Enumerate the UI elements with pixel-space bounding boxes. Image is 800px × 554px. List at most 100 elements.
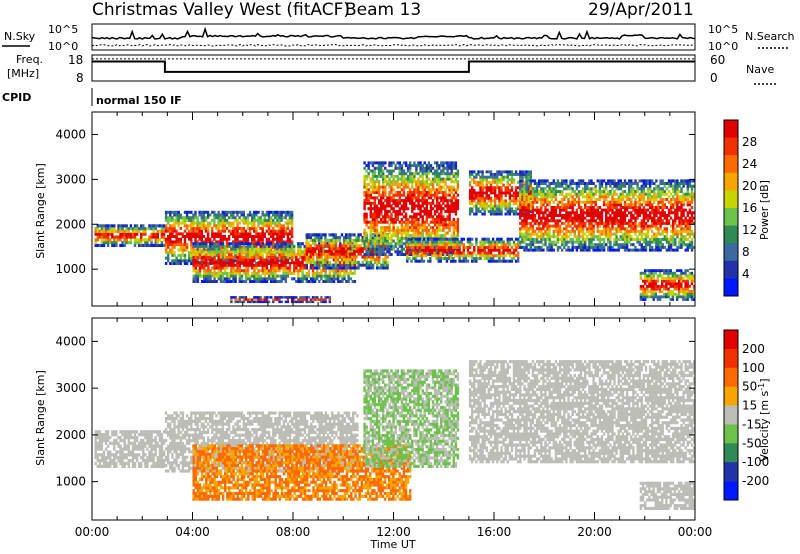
- power-cell: [456, 234, 460, 238]
- power-cell: [164, 237, 168, 241]
- power-cell: [263, 261, 267, 265]
- power-cell: [540, 248, 543, 252]
- power-cell: [409, 191, 412, 194]
- power-cell: [261, 250, 264, 254]
- power-cell: [550, 240, 553, 244]
- power-cell: [421, 234, 424, 238]
- power-cell: [219, 216, 222, 220]
- power-cell: [402, 161, 406, 165]
- power-cell: [295, 253, 298, 256]
- power-cell: [349, 277, 352, 281]
- power-cell: [456, 228, 460, 232]
- power-cell: [301, 277, 304, 281]
- power-cell: [374, 252, 377, 256]
- power-cell: [104, 241, 108, 245]
- power-cell: [261, 277, 264, 281]
- power-cell: [386, 226, 389, 230]
- power-cell: [558, 200, 562, 204]
- power-cell: [257, 271, 260, 275]
- power-cell: [417, 180, 420, 184]
- power-cell: [400, 234, 404, 238]
- power-cell: [295, 261, 298, 265]
- power-cell: [190, 235, 193, 238]
- power-cell: [483, 178, 486, 182]
- power-cell: [288, 296, 292, 299]
- power-cell: [452, 188, 455, 192]
- power-cell: [188, 218, 191, 222]
- power-cell: [377, 188, 381, 192]
- power-cell: [410, 259, 413, 263]
- power-cell: [164, 227, 168, 230]
- power-cell: [299, 298, 302, 301]
- power-cell: [246, 221, 250, 225]
- power-cell: [183, 259, 187, 263]
- power-cell: [404, 177, 408, 181]
- power-cell: [299, 266, 302, 270]
- power-cell: [431, 243, 434, 247]
- power-cell: [109, 227, 112, 231]
- power-cell: [280, 255, 283, 259]
- power-cell: [175, 229, 178, 233]
- power-cell: [510, 170, 514, 174]
- power-cell: [477, 194, 480, 198]
- power-cell: [244, 218, 248, 222]
- power-cell: [353, 241, 356, 245]
- power-cell: [286, 244, 290, 248]
- power-cell: [353, 258, 356, 262]
- power-cell: [569, 182, 572, 185]
- power-cell: [205, 277, 208, 281]
- power-cell: [400, 174, 404, 178]
- power-cell: [269, 240, 273, 244]
- power-cell: [232, 266, 235, 270]
- power-cell: [535, 232, 539, 236]
- power-cell: [318, 271, 321, 275]
- power-cell: [421, 169, 424, 173]
- power-cell: [466, 240, 470, 244]
- power-cell: [339, 255, 342, 259]
- power-cell: [365, 201, 368, 205]
- power-cell: [334, 238, 337, 242]
- power-cell: [429, 201, 433, 205]
- power-cell: [246, 224, 250, 228]
- power-cell: [540, 192, 543, 196]
- power-cell: [236, 271, 239, 275]
- power-cell: [367, 247, 370, 251]
- power-cell: [538, 216, 541, 220]
- power-cell: [342, 266, 346, 270]
- power-cell: [276, 261, 279, 265]
- power-cell: [169, 243, 172, 247]
- power-cell: [491, 248, 495, 252]
- power-cell: [390, 218, 393, 221]
- power-cell: [506, 248, 509, 252]
- power-cell: [267, 269, 271, 273]
- power-cell: [431, 193, 435, 197]
- power-cell: [196, 259, 199, 263]
- power-cell: [185, 218, 189, 222]
- power-cell: [448, 177, 451, 181]
- power-cell: [464, 257, 468, 260]
- power-cell: [270, 296, 273, 299]
- power-cell: [402, 253, 406, 256]
- power-cell: [481, 186, 484, 190]
- power-cell: [436, 174, 439, 178]
- power-cell: [411, 228, 414, 232]
- power-cell: [517, 257, 520, 260]
- power-cell: [388, 218, 391, 221]
- power-cell: [332, 244, 335, 248]
- power-cell: [152, 224, 155, 228]
- power-cell: [418, 254, 421, 258]
- power-cell: [500, 191, 503, 195]
- power-cell: [433, 180, 437, 184]
- power-cell: [276, 247, 279, 251]
- power-cell: [183, 224, 187, 228]
- power-cell: [448, 204, 451, 208]
- power-cell: [462, 259, 465, 263]
- power-cell: [259, 280, 262, 283]
- power-cell: [540, 211, 543, 215]
- power-cell: [221, 248, 224, 252]
- power-cell: [388, 172, 391, 176]
- power-cell: [435, 237, 438, 241]
- power-cell: [276, 274, 279, 278]
- power-cell: [171, 210, 174, 214]
- power-cell: [442, 228, 445, 232]
